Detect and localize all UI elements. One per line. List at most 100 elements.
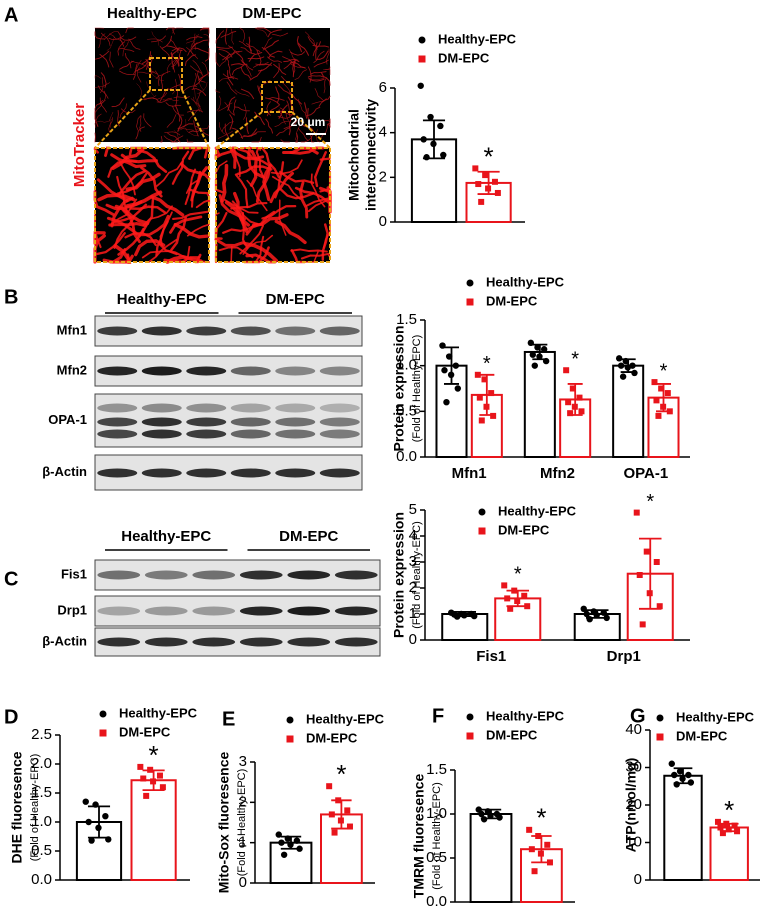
legend-marker bbox=[478, 508, 486, 516]
bar-chart: 0 10 20 30 40 ATP(nmol/mg) Healthy-EPC DM-EPC * bbox=[623, 709, 760, 888]
mitochondria bbox=[94, 50, 110, 60]
bar bbox=[130, 779, 177, 881]
data-point bbox=[603, 614, 610, 622]
mitochondria bbox=[262, 37, 273, 51]
blot-band bbox=[275, 429, 316, 439]
mitochondria bbox=[94, 82, 110, 88]
mitochondria bbox=[307, 77, 324, 80]
legend-marker bbox=[466, 279, 474, 287]
data-point bbox=[507, 605, 514, 612]
data-point bbox=[471, 612, 478, 620]
mitochondria bbox=[248, 51, 263, 62]
y-tick-label: 0 bbox=[634, 871, 642, 888]
mitochondria bbox=[96, 178, 129, 203]
mitochondria bbox=[108, 117, 113, 133]
legend-marker bbox=[286, 735, 294, 743]
mitochondria bbox=[256, 27, 272, 33]
mitochondria bbox=[117, 109, 120, 127]
mitochondria bbox=[289, 61, 306, 69]
mitochondria bbox=[204, 48, 210, 62]
legend-marker bbox=[466, 713, 474, 721]
group-label: Healthy-EPC bbox=[117, 291, 207, 308]
blot-band bbox=[144, 570, 188, 580]
mitochondria bbox=[223, 199, 259, 214]
mitochondria bbox=[218, 48, 233, 58]
data-point bbox=[617, 362, 625, 369]
mitochondria bbox=[140, 95, 157, 101]
blot-band bbox=[141, 417, 182, 427]
y-tick-label: 10 bbox=[625, 833, 642, 850]
blot-band bbox=[144, 637, 188, 647]
mitochondria bbox=[122, 41, 129, 57]
mitochondria bbox=[243, 103, 247, 120]
data-point bbox=[417, 82, 424, 89]
zoom-line bbox=[291, 111, 331, 149]
mitochondria bbox=[236, 165, 273, 176]
mitochondria bbox=[156, 160, 184, 187]
mitochondria bbox=[233, 99, 237, 116]
y-tick-label: 0.5 bbox=[426, 849, 447, 866]
row-label: β-Actin bbox=[42, 633, 87, 648]
data-point bbox=[475, 181, 482, 188]
y-tick-label: 2 bbox=[239, 793, 247, 810]
mitochondria bbox=[170, 216, 187, 252]
data-point bbox=[664, 390, 671, 397]
zoom-frame bbox=[215, 147, 331, 263]
data-point bbox=[653, 559, 660, 565]
data-point bbox=[275, 831, 282, 838]
panel-letter: A bbox=[4, 4, 18, 26]
mitochondria bbox=[220, 163, 229, 203]
mitochondria bbox=[310, 173, 326, 208]
mitochondria bbox=[134, 61, 148, 72]
mitochondria bbox=[239, 27, 245, 43]
y-tick-label: 0.5 bbox=[31, 842, 52, 859]
mitochondria bbox=[215, 52, 219, 66]
data-point bbox=[586, 616, 593, 623]
y-axis-label: ATP(nmol/mg) bbox=[623, 758, 639, 853]
mitochondria bbox=[151, 35, 166, 43]
mitochondria bbox=[261, 46, 275, 58]
legend-label: Healthy-EPC bbox=[486, 708, 565, 723]
legend-marker bbox=[466, 732, 474, 740]
data-point bbox=[540, 346, 548, 353]
blot-band bbox=[97, 366, 138, 376]
bar bbox=[709, 826, 749, 881]
mitochondria bbox=[129, 205, 167, 214]
mitochondria bbox=[277, 84, 292, 96]
mitochondria bbox=[197, 91, 201, 107]
mitochondria bbox=[117, 31, 125, 47]
mitochondria bbox=[255, 146, 266, 179]
data-point bbox=[563, 367, 570, 374]
data-point bbox=[714, 818, 721, 825]
mitochondria bbox=[280, 139, 290, 143]
data-point bbox=[676, 768, 684, 775]
mitochondria bbox=[193, 47, 210, 54]
mitochondria bbox=[267, 29, 282, 38]
mitochondria bbox=[275, 86, 280, 103]
mitochondria bbox=[313, 151, 328, 188]
mitochondria bbox=[313, 50, 325, 63]
significance: * bbox=[571, 349, 579, 371]
x-tick-label: Fis1 bbox=[476, 648, 506, 665]
scale-label: 20 μm bbox=[291, 115, 326, 129]
blot-band bbox=[97, 606, 141, 616]
y-axis-label: (Fold of Healthy-EPC) bbox=[411, 521, 423, 629]
data-point bbox=[501, 582, 508, 589]
mitochondria bbox=[175, 89, 179, 107]
data-point bbox=[423, 154, 430, 161]
mitochondria bbox=[194, 253, 202, 264]
blot-band bbox=[97, 468, 138, 478]
mitochondria bbox=[325, 69, 331, 75]
data-point bbox=[542, 357, 550, 365]
x-tick-label: Mfn2 bbox=[540, 465, 575, 482]
legend-label: DM-EPC bbox=[486, 727, 538, 742]
legend-label: DM-EPC bbox=[119, 724, 171, 739]
mitochondria bbox=[166, 114, 177, 128]
row-label: Mfn2 bbox=[57, 362, 87, 377]
blot-band bbox=[275, 468, 316, 478]
mitochondria bbox=[94, 111, 99, 127]
data-point bbox=[615, 355, 623, 362]
legend-marker bbox=[478, 527, 486, 535]
mitochondria bbox=[290, 248, 328, 253]
legend-label: Healthy-EPC bbox=[119, 705, 198, 720]
